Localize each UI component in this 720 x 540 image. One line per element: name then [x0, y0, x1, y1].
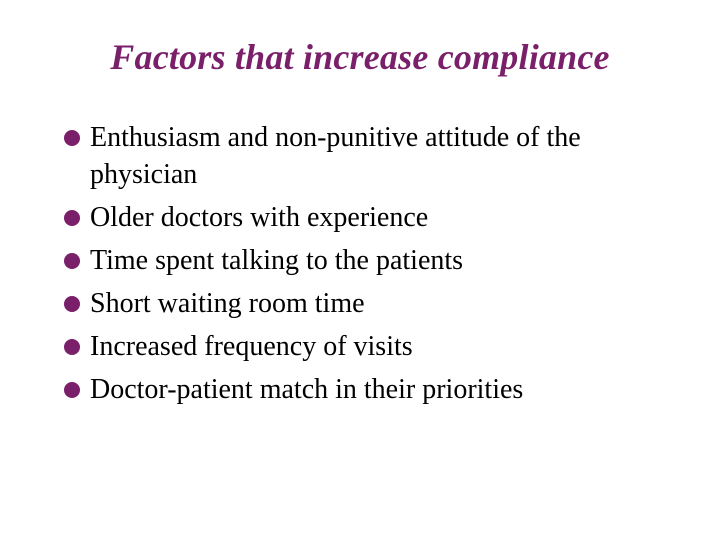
- list-item: Enthusiasm and non-punitive attitude of …: [64, 120, 680, 194]
- list-item-text: Increased frequency of visits: [90, 331, 413, 362]
- list-item-text: Time spent talking to the patients: [90, 245, 463, 276]
- list-item-text: Older doctors with experience: [90, 202, 428, 233]
- list-item-text: Enthusiasm and non-punitive attitude of …: [90, 122, 581, 190]
- list-item: Increased frequency of visits: [64, 329, 680, 366]
- slide: Factors that increase compliance Enthusi…: [0, 0, 720, 540]
- list-item: Short waiting room time: [64, 286, 680, 323]
- list-item-text: Doctor-patient match in their priorities: [90, 374, 523, 405]
- list-item: Doctor-patient match in their priorities: [64, 372, 680, 409]
- list-item: Older doctors with experience: [64, 200, 680, 237]
- slide-title: Factors that increase compliance: [40, 36, 680, 78]
- bullet-list: Enthusiasm and non-punitive attitude of …: [40, 120, 680, 409]
- list-item: Time spent talking to the patients: [64, 243, 680, 280]
- list-item-text: Short waiting room time: [90, 288, 365, 319]
